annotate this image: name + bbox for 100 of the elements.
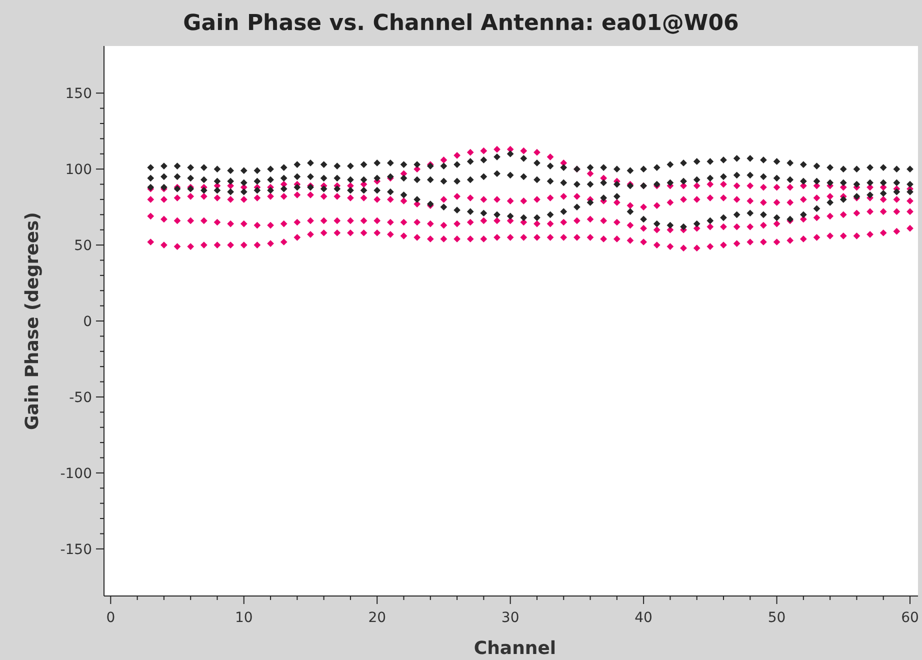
y-tick-label: 150 (65, 86, 92, 102)
point (826, 164, 834, 171)
point (294, 161, 301, 168)
point (733, 155, 740, 162)
point (174, 194, 181, 202)
point (706, 194, 714, 202)
point (840, 232, 847, 240)
point (826, 179, 834, 186)
point (347, 194, 354, 202)
x-tick-label: 30 (501, 610, 520, 626)
point (147, 196, 154, 203)
point (334, 185, 341, 192)
point (853, 210, 860, 217)
point (534, 220, 540, 228)
point (214, 166, 221, 172)
point (240, 196, 248, 203)
point (893, 196, 900, 203)
point (334, 174, 341, 182)
point (387, 230, 394, 238)
point (374, 174, 381, 182)
point (800, 161, 807, 168)
point (280, 180, 288, 188)
point (334, 192, 341, 200)
point (906, 180, 914, 188)
point (294, 234, 301, 241)
point (546, 178, 554, 185)
point (906, 224, 914, 232)
point (254, 222, 261, 229)
point (586, 170, 594, 178)
point (693, 176, 700, 184)
point (880, 208, 887, 216)
point (880, 190, 887, 197)
point (826, 192, 834, 200)
point (680, 223, 687, 230)
point (267, 186, 274, 194)
point (853, 180, 860, 188)
point (414, 161, 421, 168)
point (760, 211, 767, 218)
point (773, 158, 780, 165)
point (214, 218, 221, 226)
point (786, 237, 794, 244)
point (440, 178, 448, 185)
point (733, 172, 740, 179)
point (187, 217, 194, 224)
point (640, 204, 647, 210)
point (494, 217, 500, 224)
point (494, 170, 500, 178)
point (786, 199, 794, 206)
point (214, 242, 221, 248)
point (387, 218, 394, 226)
point (294, 218, 301, 226)
point (586, 234, 594, 241)
point (574, 204, 580, 210)
point (334, 217, 341, 224)
point (454, 152, 460, 159)
point (147, 238, 154, 246)
point (760, 222, 767, 229)
point (746, 155, 754, 162)
point (840, 166, 847, 172)
point (320, 174, 328, 182)
point (733, 223, 740, 230)
point (466, 194, 474, 202)
point (693, 244, 700, 252)
point (746, 198, 754, 204)
point (506, 234, 514, 241)
point (746, 238, 754, 246)
point (560, 179, 568, 186)
point (426, 236, 434, 242)
point (347, 176, 354, 184)
point (534, 196, 540, 203)
point (347, 229, 354, 236)
point (800, 211, 807, 218)
point (360, 186, 368, 194)
point (893, 179, 900, 186)
point (414, 196, 421, 203)
x-tick-label: 40 (634, 610, 652, 626)
y-tick-label: 100 (65, 162, 92, 178)
point (374, 229, 381, 236)
point (560, 234, 568, 241)
point (254, 167, 261, 174)
point (666, 222, 674, 229)
point (307, 173, 314, 180)
point (426, 220, 434, 228)
point (480, 217, 488, 224)
point (666, 161, 674, 168)
point (813, 178, 820, 185)
point (400, 191, 408, 198)
point (187, 192, 194, 200)
point (400, 161, 408, 168)
point (454, 192, 460, 200)
point (254, 242, 261, 248)
point (374, 217, 381, 224)
point (626, 237, 634, 244)
point (800, 236, 807, 242)
point (360, 176, 368, 184)
point (733, 182, 740, 190)
point (187, 243, 194, 250)
point (693, 158, 700, 165)
point (200, 164, 208, 171)
point (786, 176, 794, 184)
